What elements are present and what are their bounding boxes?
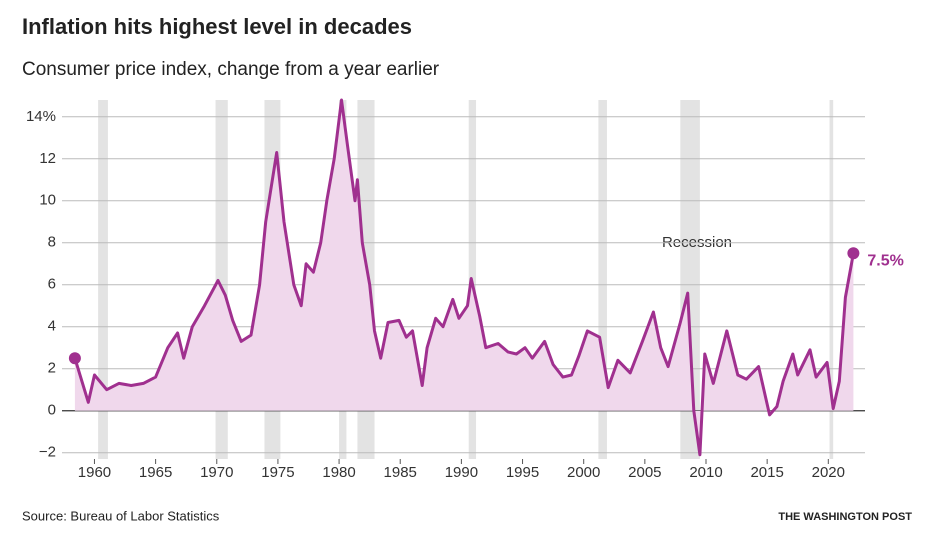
x-tick-label: 1960 — [78, 464, 111, 481]
y-tick-label: −2 — [39, 444, 56, 461]
x-tick-label: 1985 — [384, 464, 417, 481]
y-tick-label: 14% — [26, 108, 56, 125]
x-tick-label: 2010 — [689, 464, 722, 481]
y-tick-label: 8 — [48, 234, 56, 251]
recession-band — [829, 100, 834, 459]
x-tick-label: 2020 — [812, 464, 845, 481]
value-label: 7.5% — [867, 252, 903, 269]
x-tick-label: 1965 — [139, 464, 172, 481]
y-tick-label: 2 — [48, 360, 56, 377]
x-tick-label: 1995 — [506, 464, 539, 481]
x-tick-label: 1975 — [261, 464, 294, 481]
chart-title: Inflation hits highest level in decades — [22, 14, 412, 39]
x-tick-label: 1990 — [445, 464, 478, 481]
x-tick-label: 2005 — [628, 464, 661, 481]
recession-band — [598, 100, 607, 459]
x-tick-label: 2015 — [750, 464, 783, 481]
x-tick-label: 1970 — [200, 464, 233, 481]
y-tick-label: 4 — [48, 318, 56, 335]
recession-band — [98, 100, 108, 459]
x-tick-label: 1980 — [322, 464, 355, 481]
area — [74, 100, 854, 455]
y-tick-label: 10 — [39, 192, 56, 209]
end-dot — [68, 352, 81, 365]
line — [73, 98, 855, 457]
y-tick-label: 12 — [39, 150, 56, 167]
y-tick-label: 6 — [48, 276, 56, 293]
chart-subtitle: Consumer price index, change from a year… — [22, 59, 440, 80]
source: Source: Bureau of Labor Statistics — [22, 508, 220, 523]
y-tick-label: 0 — [48, 402, 56, 419]
credit: THE WASHINGTON POST — [778, 511, 912, 523]
end-dot — [847, 247, 860, 260]
x-tick-label: 2000 — [567, 464, 600, 481]
